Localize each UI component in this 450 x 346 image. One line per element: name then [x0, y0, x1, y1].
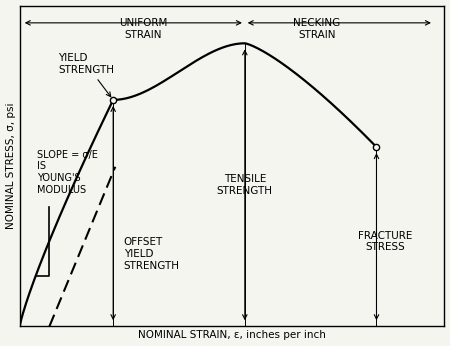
Text: TENSILE
STRENGTH: TENSILE STRENGTH — [217, 174, 273, 195]
Text: YIELD
STRENGTH: YIELD STRENGTH — [58, 53, 114, 97]
Text: OFFSET
YIELD
STRENGTH: OFFSET YIELD STRENGTH — [124, 237, 180, 271]
Text: FRACTURE
STRESS: FRACTURE STRESS — [358, 230, 412, 252]
X-axis label: NOMINAL STRAIN, ε, inches per inch: NOMINAL STRAIN, ε, inches per inch — [138, 330, 326, 340]
Y-axis label: NOMINAL STRESS, σ, psi: NOMINAL STRESS, σ, psi — [5, 103, 16, 229]
Text: NECKING
STRAIN: NECKING STRAIN — [293, 18, 341, 40]
Text: SLOPE = σ/E
IS
YOUNG'S
MODULUS: SLOPE = σ/E IS YOUNG'S MODULUS — [37, 150, 98, 194]
Text: UNIFORM
STRAIN: UNIFORM STRAIN — [119, 18, 167, 40]
